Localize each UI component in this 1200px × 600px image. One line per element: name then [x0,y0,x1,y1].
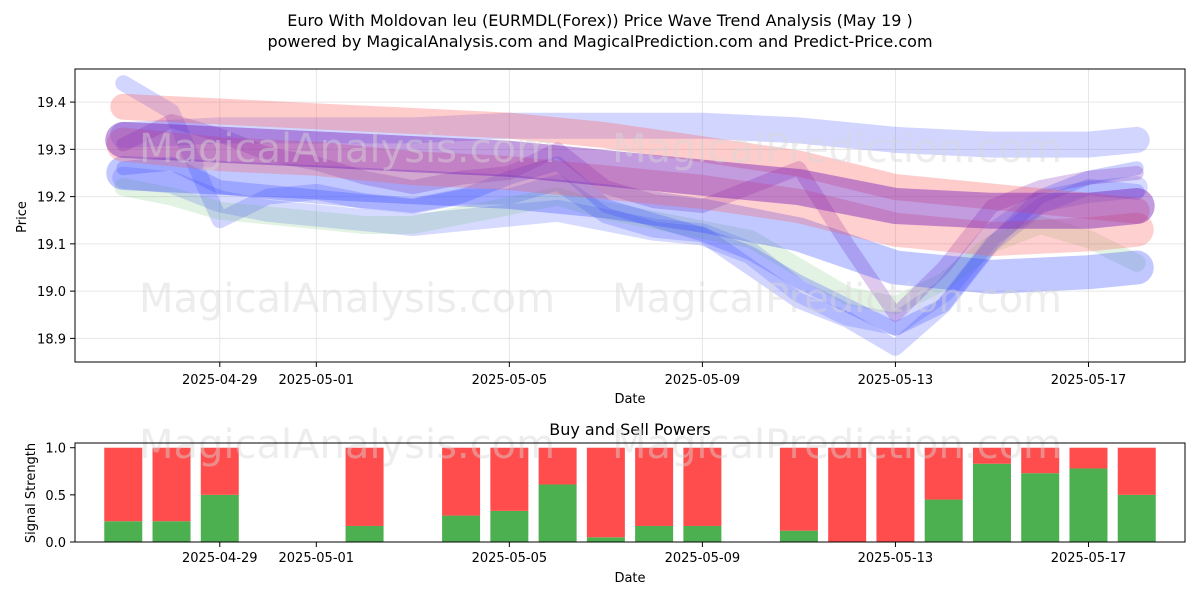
buy-power-bar [345,525,384,542]
signal-x-tick-label: 2025-05-01 [279,551,355,566]
price-x-tick-label: 2025-05-05 [472,373,548,388]
signal-x-tick-label: 2025-05-09 [665,551,741,566]
sell-power-bar [152,447,191,522]
signal-x-axis-label: Date [614,571,645,586]
signal-chart-title: Buy and Sell Powers [549,420,711,439]
buy-power-bar [152,521,191,542]
sell-power-bar [104,447,143,522]
price-wave-series [105,75,1155,356]
price-y-axis-label: Price [15,201,30,233]
signal-y-ticks: 0.0 0.5 1.0 [45,442,75,551]
wave-series-3 [114,178,1146,315]
sell-power-bar [635,447,674,526]
sell-power-bar [490,447,529,511]
wave-series-10 [105,121,1155,229]
price-x-tick-label: 2025-05-01 [279,373,355,388]
buy-power-bar [586,537,625,542]
signal-x-tick-label: 2025-05-05 [472,551,548,566]
watermark-analysis-top: MagicalAnalysis.com [139,126,555,172]
price-y-ticks: 18.9 19.0 19.1 19.2 19.3 19.4 [37,96,75,347]
price-y-tick-label: 19.0 [37,285,66,300]
signal-x-ticks: 2025-04-29 2025-05-01 2025-05-05 2025-05-09… [182,542,1126,566]
chart-subtitle: powered by MagicalAnalysis.com and Magic… [267,32,932,51]
watermark-prediction-top: MagicalPrediction.com [612,126,1062,172]
signal-y-axis-label: Signal Strength [24,443,39,543]
price-x-tick-label: 2025-05-09 [665,373,741,388]
wave-series-7 [106,156,1154,294]
sell-power-bar [876,447,915,542]
price-y-tick-label: 19.2 [37,191,66,206]
sell-power-bar [538,447,577,485]
buy-power-bar [972,463,1011,542]
buy-power-bar [1021,473,1060,542]
sell-power-bar [345,447,384,526]
buy-power-bar [779,530,818,542]
buy-power-bar [924,499,963,542]
buy-power-bar [200,494,239,542]
wave-series-9 [106,127,1154,257]
wave-series-6 [110,112,1150,158]
price-x-tick-label: 2025-05-13 [858,373,934,388]
sell-power-bar [1117,447,1156,495]
wave-series-4 [116,156,1144,336]
sell-power-bar [1021,447,1060,474]
signal-x-tick-label: 2025-05-17 [1051,551,1127,566]
sell-power-bar [200,447,239,495]
sell-power-bar [779,447,818,531]
sell-power-bar [1069,447,1108,469]
buy-power-bar [1069,468,1108,542]
buy-power-bar [683,525,722,542]
watermark-prediction-mid: MagicalPrediction.com [612,276,1062,322]
price-x-axis-label: Date [614,392,645,407]
wave-series-5 [116,114,1144,322]
signal-bars [104,447,1156,542]
signal-y-tick-label: 1.0 [45,442,66,457]
signal-y-tick-label: 0.0 [45,536,66,551]
price-y-tick-label: 19.3 [37,143,66,158]
watermark-analysis-mid: MagicalAnalysis.com [139,276,555,322]
signal-plot-frame [74,442,1186,543]
buy-power-bar [104,521,143,542]
sell-power-bar [828,447,867,542]
buy-power-bar [490,510,529,542]
price-x-tick-label: 2025-05-17 [1051,373,1127,388]
watermark-analysis-bottom: MagicalAnalysis.com [139,422,555,468]
signal-y-tick-label: 0.5 [45,489,66,504]
price-y-tick-label: 18.9 [37,332,66,347]
wave-series-2 [112,166,1148,336]
price-x-ticks: 2025-04-29 2025-05-01 2025-05-05 2025-05-09… [182,362,1126,388]
price-plot-frame [74,68,1186,363]
price-grid [75,69,1185,362]
signal-x-tick-label: 2025-04-29 [182,551,258,566]
buy-power-bar [1117,494,1156,542]
price-y-tick-label: 19.1 [37,238,66,253]
sell-power-bar [683,447,722,526]
wave-series-1 [115,75,1145,356]
signal-x-tick-label: 2025-05-13 [858,551,934,566]
price-y-tick-label: 19.4 [37,96,66,111]
sell-power-bar [924,447,963,500]
watermark-prediction-bottom: MagicalPrediction.com [612,422,1062,468]
buy-power-bar [635,525,674,542]
sell-power-bar [586,447,625,538]
sell-power-bar [972,447,1011,464]
sell-power-bar [442,447,481,516]
chart-title: Euro With Moldovan leu (EURMDL(Forex)) P… [287,11,913,30]
wave-series-8 [110,93,1150,224]
buy-power-bar [538,484,577,542]
price-x-tick-label: 2025-04-29 [182,373,258,388]
buy-power-bar [442,515,481,542]
